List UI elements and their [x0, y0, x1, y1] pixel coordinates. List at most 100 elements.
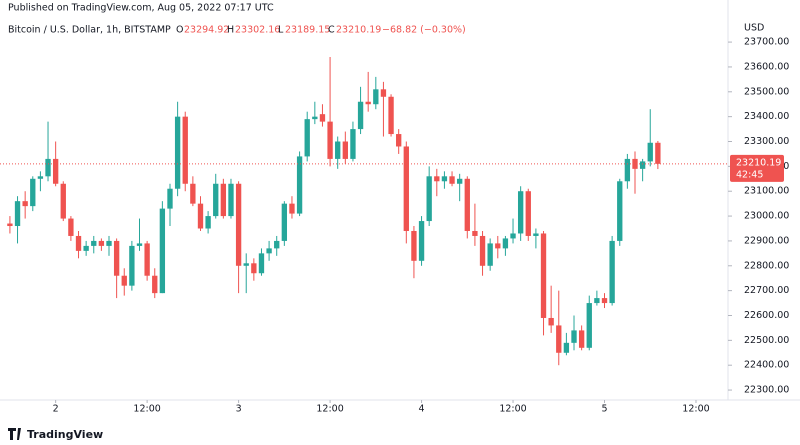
x-tick-label: 4: [419, 404, 425, 415]
y-tick-label: 23300.00: [744, 136, 789, 147]
h-value: 23302.16: [235, 25, 280, 36]
published: Published on TradingView.com, Aug 05, 20…: [8, 3, 274, 14]
candle-body: [411, 230, 417, 261]
candle-body: [144, 243, 150, 276]
y-tick-label: 23600.00: [744, 61, 789, 72]
y-tick-label: 23000.00: [744, 211, 789, 222]
candle-body: [174, 116, 181, 189]
candle-body: [647, 142, 653, 162]
candle-body: [624, 158, 631, 182]
x-tick-label: 12:00: [682, 404, 709, 415]
l-label: L: [278, 25, 284, 36]
candle-body: [609, 240, 615, 304]
candle-body: [396, 134, 402, 147]
candle-body: [449, 176, 455, 184]
candle-body: [655, 142, 661, 164]
candle-body: [312, 116, 318, 120]
candle-body: [388, 96, 394, 135]
countdown: 42:45: [736, 169, 763, 180]
candle-body: [517, 191, 524, 234]
candle-body: [617, 181, 623, 241]
y-tick-label: 22700.00: [744, 285, 789, 296]
candle-body: [30, 178, 36, 207]
candle-body: [251, 263, 257, 274]
candle-body: [639, 161, 646, 169]
price-label: 23210.19: [736, 157, 781, 168]
candle-body: [373, 89, 379, 105]
candle-body: [37, 176, 44, 179]
candle-body: [556, 325, 562, 353]
candle-body: [197, 203, 204, 229]
y-tick-label: 22800.00: [744, 260, 789, 271]
candle-body: [296, 156, 303, 214]
plot: [0, 56, 728, 366]
candle-body: [190, 183, 196, 204]
candle-body: [167, 188, 173, 209]
candle-body: [335, 141, 341, 159]
candle-body: [601, 298, 608, 304]
candle-body: [228, 183, 234, 217]
y-tick-label: 23500.00: [744, 86, 789, 97]
candle-body: [426, 176, 432, 222]
candle-body: [479, 235, 486, 266]
candle-body: [129, 245, 135, 286]
candle-body: [7, 223, 13, 227]
y-tick-label: 23700.00: [744, 37, 789, 48]
candle-body: [68, 218, 74, 236]
candle-body: [159, 208, 166, 294]
symbol: Bitcoin / U.S. Dollar, 1h, BITSTAMP: [8, 25, 171, 36]
logo: [8, 428, 21, 440]
x-tick-label: 5: [601, 404, 607, 415]
candle-body: [106, 240, 112, 246]
candle-body: [98, 240, 105, 246]
candle-body: [464, 178, 470, 231]
candle-body: [342, 141, 348, 159]
candle-body: [632, 158, 638, 169]
candle-body: [205, 216, 211, 229]
x-tick-label: 12:00: [499, 404, 526, 415]
candle-body: [281, 203, 288, 241]
o-label: O: [176, 25, 183, 36]
y-tick-label: 22300.00: [744, 385, 789, 396]
x-tick-label: 3: [236, 404, 242, 415]
candle-body: [495, 243, 501, 249]
candle-body: [45, 158, 51, 177]
y-tick-label: 22500.00: [744, 335, 789, 346]
y-tick-label: 23100.00: [744, 186, 789, 197]
candle-body: [540, 233, 547, 318]
candle-body: [487, 243, 493, 266]
candle-body: [52, 158, 59, 184]
change: −68.82 (−0.30%): [382, 25, 466, 36]
price-label-box: [730, 154, 784, 182]
x-tick-label: 12:00: [133, 404, 160, 415]
candle-body: [182, 116, 188, 184]
candle-body: [441, 176, 448, 182]
candle-body: [243, 263, 249, 266]
candle-body: [380, 89, 387, 97]
y-tick-label: 23400.00: [744, 111, 789, 122]
candle-body: [403, 146, 409, 231]
candle-body: [121, 275, 127, 286]
x-tick-label: 2: [53, 404, 59, 415]
candle-body: [578, 330, 585, 348]
candle-body: [75, 235, 82, 251]
candle-body: [563, 342, 570, 353]
candle-body: [152, 275, 158, 294]
candle-body: [113, 240, 120, 276]
candle-body: [548, 317, 554, 326]
footer: TradingView: [8, 428, 103, 441]
candle-body: [235, 183, 242, 266]
candle-body: [350, 129, 356, 159]
candle-body: [525, 191, 531, 236]
candle-body: [136, 243, 143, 246]
candle-body: [594, 298, 600, 304]
x-tick-label: 12:00: [316, 404, 343, 415]
legend: Bitcoin / U.S. Dollar, 1h, BITSTAMP O 23…: [8, 25, 466, 36]
candle-body: [571, 330, 577, 343]
candle-body: [434, 176, 440, 182]
c-label: C: [328, 25, 335, 36]
candle-body: [266, 248, 272, 254]
o-value: 23294.92: [184, 25, 229, 36]
